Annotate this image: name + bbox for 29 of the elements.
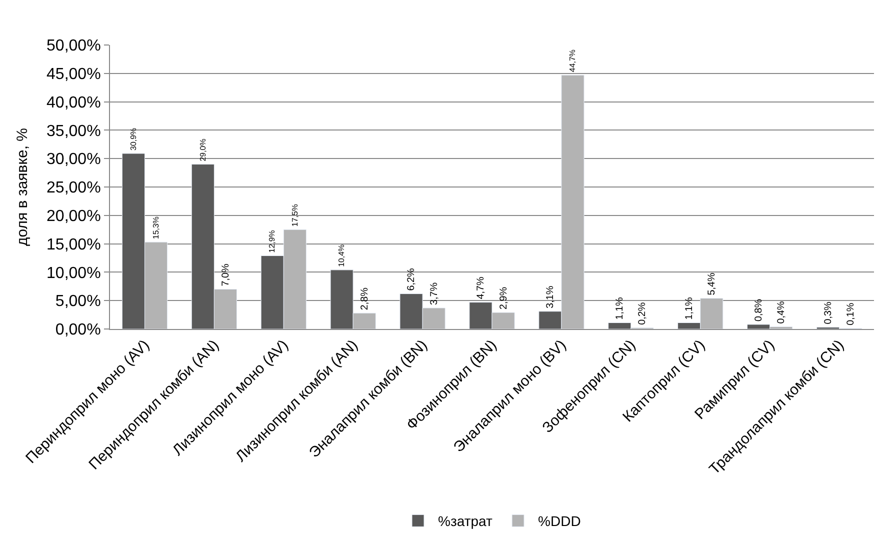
data-label: 3,1% bbox=[545, 286, 556, 308]
y-tick-label: 40,00% bbox=[46, 94, 101, 112]
data-label: 1,1% bbox=[614, 296, 626, 320]
y-tick-label: 20,00% bbox=[46, 208, 101, 225]
data-label: 7,0% bbox=[220, 263, 232, 286]
data-label: 0,1% bbox=[846, 302, 857, 326]
data-label: 6,2% bbox=[406, 268, 418, 291]
data-label: 3,7% bbox=[428, 282, 440, 305]
data-label: 0,2% bbox=[637, 302, 648, 325]
data-label: 0,8% bbox=[754, 298, 765, 322]
y-tick-label: 0,00% bbox=[55, 322, 101, 339]
data-label: 5,4% bbox=[706, 272, 718, 296]
y-tick-label: 25,00% bbox=[46, 180, 101, 197]
y-tick-label: 5,00% bbox=[55, 293, 101, 310]
y-tick-label: 10,00% bbox=[46, 264, 101, 282]
y-axis-title: доля в заявке, % bbox=[14, 128, 31, 246]
data-label: 4,7% bbox=[476, 276, 487, 300]
data-label: 2,8% bbox=[359, 287, 370, 310]
data-label: 0,3% bbox=[822, 302, 834, 324]
legend-label: %DDD bbox=[538, 513, 581, 530]
legend-label: %затрат bbox=[438, 513, 494, 530]
y-tick-label: 45,00% bbox=[46, 66, 101, 83]
y-tick-label: 35,00% bbox=[46, 122, 101, 140]
data-label: 0,4% bbox=[776, 300, 788, 324]
y-tick-label: 50,00% bbox=[46, 38, 101, 55]
data-label: 2,9% bbox=[498, 286, 510, 310]
y-tick-label: 30,00% bbox=[46, 151, 101, 168]
y-tick-label: 15,00% bbox=[46, 236, 101, 254]
data-label: 1,1% bbox=[684, 296, 696, 320]
